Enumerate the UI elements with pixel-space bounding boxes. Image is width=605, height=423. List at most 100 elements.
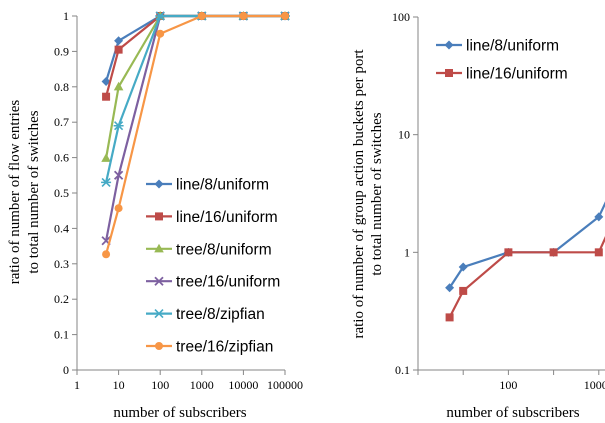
- legend-item-line-16-uniform: line/16/uniform: [146, 209, 278, 226]
- chart-flow-entries-ylabel: ratio of number of flow entries to total…: [7, 100, 42, 285]
- data-point: [113, 170, 124, 180]
- chart-group-buckets-ylabel: ratio of number of group action buckets …: [351, 49, 385, 339]
- legend-label: line/16/uniform: [176, 209, 278, 226]
- chart-group-buckets-axes: [413, 16, 605, 375]
- series-line: [104, 14, 285, 241]
- data-point: [101, 153, 111, 162]
- chart-group-buckets-ticks: 0.1 1 10 100 100 10000: [392, 10, 605, 392]
- legend-label: line/8/uniform: [466, 38, 559, 55]
- legend-marker: [154, 243, 164, 253]
- data-point: [549, 248, 558, 257]
- series-line: [448, 201, 605, 289]
- y-tick-label: 0.2: [54, 292, 69, 306]
- data-point: [594, 248, 603, 257]
- legend-label: tree/8/uniform: [176, 241, 272, 258]
- legend-marker: [444, 40, 454, 50]
- data-point: [459, 286, 468, 295]
- legend-item-tree-8-zipfian: tree/8/zipfian: [146, 306, 265, 323]
- chart-flow-entries-axes: [72, 15, 286, 375]
- legend-label: line/16/uniform: [466, 66, 568, 83]
- y-tick-label: 0.5: [54, 186, 69, 200]
- chart-flow-entries-legend: line/8/uniform line/16/uniform tree/8/unif…: [146, 177, 280, 356]
- data-point: [281, 12, 289, 20]
- legend-item-tree-16-zipfian: tree/16/zipfian: [146, 339, 273, 356]
- data-point: [102, 250, 111, 259]
- y-tick-label: 0.1: [395, 363, 410, 377]
- series-line: [105, 14, 285, 82]
- data-point: [113, 81, 124, 91]
- series-line-8-uniform: [101, 11, 290, 86]
- y-tick-label: 0: [63, 363, 69, 377]
- legend-marker: [155, 212, 163, 221]
- y-tick-label: 0.8: [54, 80, 69, 94]
- data-point: [114, 204, 123, 213]
- y-tick-label: 0.7: [54, 115, 69, 129]
- x-tick-label: 100: [499, 378, 517, 392]
- y-tick-label: 1: [404, 245, 410, 259]
- data-point: [155, 11, 166, 21]
- chart-flow-entries: ratio of number of flow entries to total…: [7, 9, 303, 421]
- legend-marker: [154, 309, 164, 319]
- y-tick-label: 0.3: [54, 257, 69, 271]
- chart-group-buckets-xlabel: number of subscribers: [446, 405, 579, 421]
- data-point: [504, 248, 513, 257]
- data-point: [445, 313, 454, 322]
- legend-item-line-8-uniform: line/8/uniform: [436, 38, 559, 55]
- data-point: [458, 262, 468, 272]
- x-tick-label: 10: [113, 378, 125, 392]
- x-tick-label: 10000: [584, 378, 605, 392]
- data-point: [156, 29, 165, 38]
- legend-label: tree/8/zipfian: [176, 306, 265, 323]
- legend-item-line-16-uniform: line/16/uniform: [436, 66, 568, 83]
- ylabel-line-2: to total number of switches: [369, 112, 385, 275]
- data-point: [114, 45, 123, 54]
- y-tick-label: 0.4: [54, 221, 69, 235]
- data-point: [239, 12, 248, 20]
- x-tick-label: 10000: [228, 378, 258, 392]
- series-line: [105, 14, 285, 97]
- y-tick-label: 100: [392, 10, 410, 24]
- data-point: [445, 283, 455, 293]
- legend-item-tree-8-uniform: tree/8/uniform: [146, 241, 272, 258]
- y-tick-label: 0.9: [54, 44, 69, 58]
- series-line-16-uniform: [445, 236, 605, 322]
- ylabel-line-1: ratio of number of group action buckets …: [351, 49, 367, 339]
- legend-item-tree-16-uniform: tree/16/uniform: [146, 274, 280, 291]
- ylabel-line-2: to total number of switches: [26, 110, 42, 273]
- y-tick-label: 0.6: [54, 151, 69, 165]
- x-tick-label: 100000: [267, 378, 303, 392]
- chart-group-buckets: ratio of number of group action buckets …: [351, 10, 605, 421]
- y-tick-label: 0.1: [54, 328, 69, 342]
- legend-marker: [445, 69, 453, 77]
- data-point: [101, 76, 111, 86]
- legend-marker: [155, 342, 163, 350]
- legend-label: tree/16/zipfian: [176, 339, 273, 356]
- chart-group-buckets-series: [445, 201, 605, 322]
- legend-label: tree/16/uniform: [176, 274, 280, 291]
- chart-group-buckets-legend: line/8/uniform line/16/uniform: [436, 38, 568, 83]
- data-point: [101, 177, 112, 187]
- series-tree-16-zipfian: [102, 12, 289, 259]
- x-tick-label: 1000: [190, 378, 214, 392]
- chart-flow-entries-ticks: 0 0.1 0.2 0.3 0.4 0.5 0.6 0.7 0.8 0.9 1 1 10 100 1000 1…: [54, 9, 303, 392]
- series-line-16-uniform: [102, 12, 289, 101]
- data-point: [102, 92, 111, 101]
- data-point: [594, 212, 604, 222]
- legend-label: line/8/uniform: [176, 177, 269, 194]
- series-line: [448, 236, 605, 318]
- x-tick-label: 100: [151, 378, 169, 392]
- data-point: [114, 36, 124, 46]
- chart-flow-entries-series: [101, 11, 290, 259]
- x-tick-label: 1: [74, 378, 80, 392]
- legend-item-line-8-uniform: line/8/uniform: [146, 177, 269, 194]
- legend-marker: [154, 179, 164, 189]
- series-line: [105, 14, 285, 183]
- data-point: [197, 12, 206, 20]
- legend-marker: [154, 276, 164, 286]
- chart-flow-entries-xlabel: number of subscribers: [113, 405, 246, 421]
- data-point: [113, 121, 124, 131]
- ylabel-line-1: ratio of number of flow entries: [7, 100, 23, 285]
- series-line-8-uniform: [445, 201, 605, 293]
- y-tick-label: 10: [398, 128, 410, 142]
